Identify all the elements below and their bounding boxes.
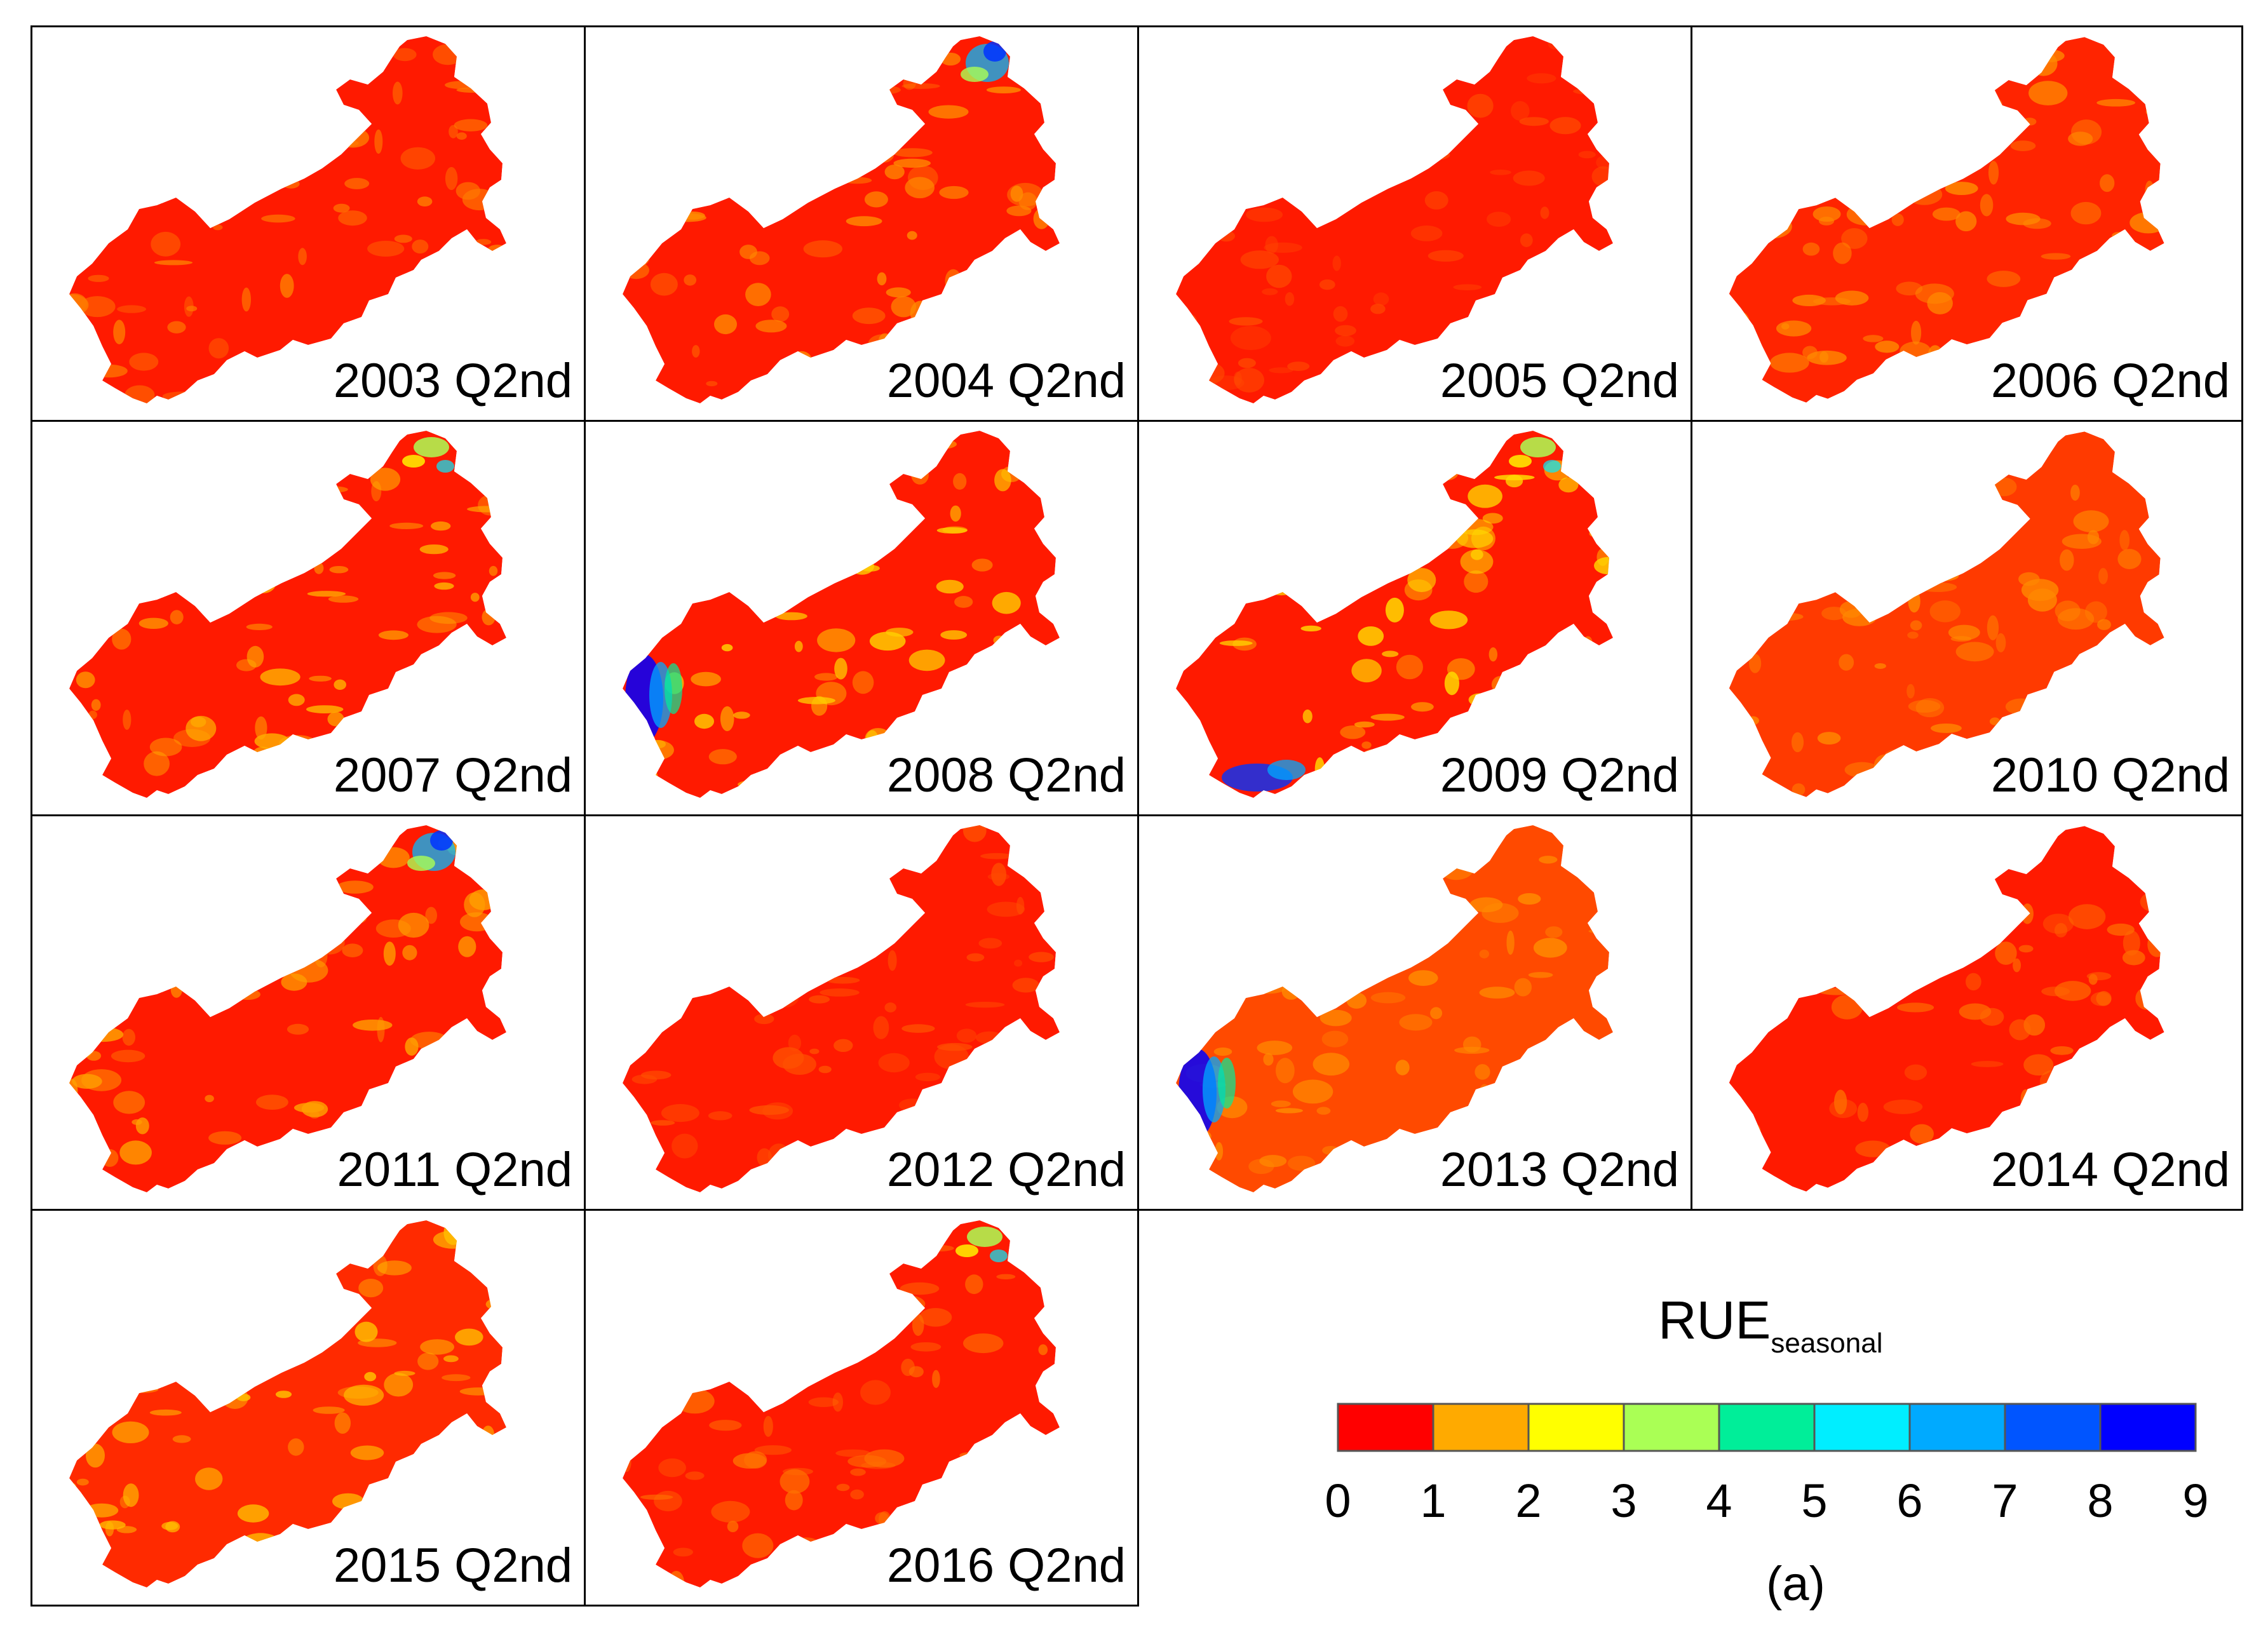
region-map — [623, 825, 1060, 1192]
legend-tick-label: 1 — [1420, 1474, 1447, 1527]
panel-label: 2005 Q2nd — [1440, 354, 1679, 408]
panel-label: 2015 Q2nd — [333, 1539, 572, 1593]
map-panel: 2013 Q2nd — [1137, 814, 1692, 1211]
map-panel: 2011 Q2nd — [30, 814, 586, 1211]
legend-tick-label: 7 — [1992, 1474, 2018, 1527]
legend-title: RUEseasonal — [1658, 1290, 1883, 1359]
panel-label: 2011 Q2nd — [337, 1143, 572, 1197]
map-panel: 2005 Q2nd — [1137, 25, 1692, 422]
map-panel: 2016 Q2nd — [584, 1209, 1139, 1607]
map-panel: 2015 Q2nd — [30, 1209, 586, 1607]
panel-label: 2004 Q2nd — [886, 354, 1126, 408]
legend-tick-label: 0 — [1325, 1474, 1351, 1527]
legend-title-subscript: seasonal — [1771, 1328, 1883, 1359]
panel-label: 2008 Q2nd — [886, 748, 1126, 802]
region-map — [69, 431, 506, 798]
region-map — [69, 825, 506, 1192]
legend-swatch — [1718, 1403, 1816, 1452]
legend-swatch — [1623, 1403, 1720, 1452]
panel-label: 2007 Q2nd — [333, 748, 572, 802]
legend-swatch — [1432, 1403, 1530, 1452]
map-panel: 2010 Q2nd — [1691, 420, 2243, 816]
map-panel: 2014 Q2nd — [1691, 814, 2243, 1211]
map-panel: 2006 Q2nd — [1691, 25, 2243, 422]
legend-swatch — [1527, 1403, 1625, 1452]
legend-swatch — [1813, 1403, 1911, 1452]
panel-label: 2006 Q2nd — [1990, 354, 2230, 408]
region-map — [1729, 826, 2164, 1192]
panel-label: 2010 Q2nd — [1990, 748, 2230, 802]
region-map — [1729, 37, 2164, 403]
legend-swatch — [1908, 1403, 2006, 1452]
region-map — [1729, 431, 2164, 797]
legend: RUEseasonal 0 1 2 3 4 5 6 7 8 9 (a) — [1302, 1290, 2255, 1633]
map-panel: 2012 Q2nd — [584, 814, 1139, 1211]
legend-tick-label: 3 — [1610, 1474, 1637, 1527]
panel-label: 2012 Q2nd — [886, 1143, 1126, 1197]
region-map — [69, 1220, 506, 1587]
legend-swatch — [1337, 1403, 1434, 1452]
panel-label: 2014 Q2nd — [1990, 1143, 2230, 1197]
map-panel-grid: 2003 Q2nd 2004 Q2nd 2005 Q2nd 2006 Q2nd 2007… — [30, 25, 2249, 1612]
map-panel: 2008 Q2nd — [584, 420, 1139, 816]
map-panel: 2003 Q2nd — [30, 25, 586, 422]
map-panel: 2009 Q2nd — [1137, 420, 1692, 816]
region-map — [69, 36, 506, 403]
legend-color-bar — [1337, 1403, 2197, 1452]
panel-label: 2013 Q2nd — [1440, 1143, 1679, 1197]
legend-tick-label: 6 — [1896, 1474, 1923, 1527]
legend-tick-label: 2 — [1515, 1474, 1542, 1527]
panel-label: 2009 Q2nd — [1440, 748, 1679, 802]
legend-tick-label: 5 — [1801, 1474, 1828, 1527]
region-map — [1176, 825, 1613, 1192]
region-map — [1176, 431, 1613, 798]
region-map — [623, 1220, 1060, 1587]
panel-label: 2016 Q2nd — [886, 1539, 1126, 1593]
map-panel: 2007 Q2nd — [30, 420, 586, 816]
legend-tick-label: 9 — [2182, 1474, 2209, 1527]
legend-tick-label: 8 — [2087, 1474, 2114, 1527]
map-panel: 2004 Q2nd — [584, 25, 1139, 422]
figure-label: (a) — [1766, 1557, 1825, 1611]
region-map — [1176, 36, 1613, 403]
panel-label: 2003 Q2nd — [333, 354, 572, 408]
region-map — [623, 36, 1060, 403]
legend-swatch — [2099, 1403, 2197, 1452]
legend-tick-label: 4 — [1706, 1474, 1732, 1527]
legend-swatch — [2004, 1403, 2102, 1452]
region-map — [623, 431, 1060, 798]
